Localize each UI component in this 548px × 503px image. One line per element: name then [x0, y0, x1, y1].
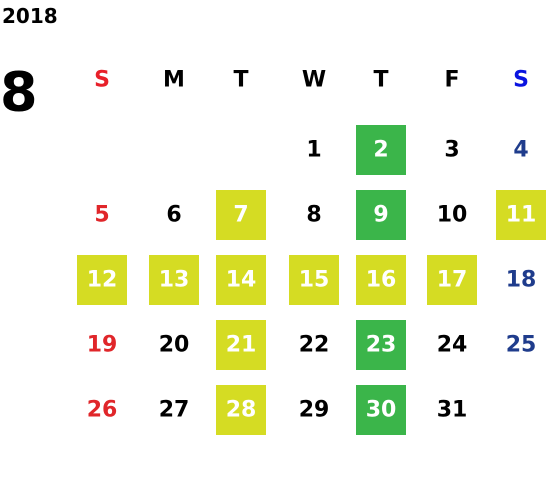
weekday-label: T — [233, 68, 248, 93]
day-highlight — [356, 255, 406, 305]
day-highlight — [216, 190, 266, 240]
weekday-label: W — [302, 68, 326, 93]
day-number[interactable]: 9 — [373, 203, 388, 228]
day-number[interactable]: 4 — [513, 138, 528, 163]
day-number[interactable]: 1 — [306, 138, 321, 163]
day-number[interactable]: 27 — [159, 398, 190, 423]
day-highlight — [427, 255, 477, 305]
day-number[interactable]: 14 — [226, 268, 257, 293]
weekday-label: M — [163, 68, 185, 93]
day-highlight — [216, 385, 266, 435]
day-number[interactable]: 24 — [437, 333, 468, 358]
day-highlight — [496, 190, 546, 240]
day-number[interactable]: 22 — [299, 333, 330, 358]
day-number[interactable]: 23 — [366, 333, 397, 358]
day-number[interactable]: 15 — [299, 268, 330, 293]
day-number[interactable]: 25 — [506, 333, 537, 358]
day-number[interactable]: 11 — [506, 203, 537, 228]
day-number[interactable]: 12 — [87, 268, 118, 293]
year: 2018 — [2, 4, 58, 28]
day-highlight — [216, 255, 266, 305]
month: 8 — [0, 61, 38, 124]
day-number[interactable]: 7 — [233, 203, 248, 228]
day-number[interactable]: 3 — [444, 138, 459, 163]
day-highlight — [216, 320, 266, 370]
day-number[interactable]: 30 — [366, 398, 397, 423]
day-highlight — [356, 125, 406, 175]
day-number[interactable]: 19 — [87, 333, 118, 358]
day-number[interactable]: 17 — [437, 268, 468, 293]
day-number[interactable]: 31 — [437, 398, 468, 423]
day-number[interactable]: 13 — [159, 268, 190, 293]
day-highlight — [289, 255, 339, 305]
day-highlight — [149, 255, 199, 305]
day-number[interactable]: 26 — [87, 398, 118, 423]
weekday-label: S — [94, 68, 110, 93]
day-highlight — [356, 320, 406, 370]
day-number[interactable]: 5 — [94, 203, 109, 228]
day-number[interactable]: 28 — [226, 398, 257, 423]
weekday-label: S — [513, 68, 529, 93]
weekday-label: F — [444, 68, 459, 93]
day-number[interactable]: 16 — [366, 268, 397, 293]
day-highlight — [356, 190, 406, 240]
day-number[interactable]: 20 — [159, 333, 190, 358]
day-number[interactable]: 18 — [506, 268, 537, 293]
day-number[interactable]: 6 — [166, 203, 181, 228]
day-highlight — [77, 255, 127, 305]
day-highlight — [356, 385, 406, 435]
day-number[interactable]: 29 — [299, 398, 330, 423]
day-number[interactable]: 21 — [226, 333, 257, 358]
weekday-label: T — [373, 68, 388, 93]
day-number[interactable]: 10 — [437, 203, 468, 228]
day-number[interactable]: 2 — [373, 138, 388, 163]
day-number[interactable]: 8 — [306, 203, 321, 228]
